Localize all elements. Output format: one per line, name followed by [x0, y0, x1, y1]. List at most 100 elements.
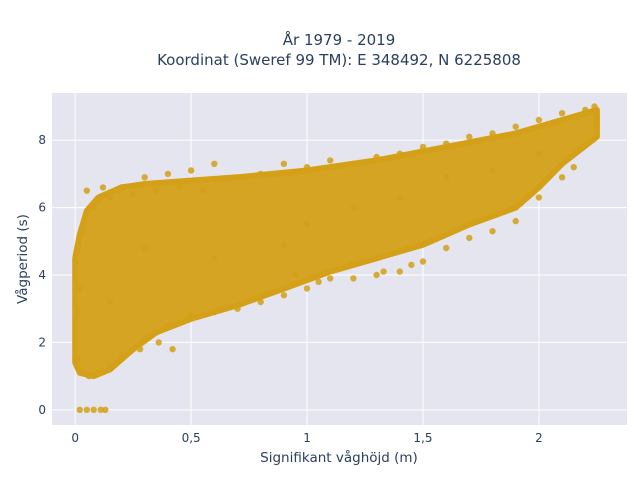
data-point — [95, 197, 102, 205]
y-tick-labels: 0 2 4 6 8 — [38, 133, 46, 417]
y-tick-label: 6 — [38, 201, 46, 215]
data-point — [380, 268, 387, 275]
data-point — [466, 234, 473, 242]
data-point — [118, 184, 125, 191]
chart-title: År 1979 - 2019 — [283, 30, 396, 49]
data-point — [466, 133, 473, 140]
data-point — [535, 116, 543, 124]
y-tick-label: 2 — [38, 335, 46, 349]
data-point — [129, 190, 137, 198]
data-point — [234, 174, 241, 181]
data-point — [350, 204, 357, 211]
data-point — [373, 153, 380, 161]
point-cloud-body — [72, 106, 600, 380]
data-point — [350, 275, 357, 282]
x-tick-label: 1 — [303, 431, 311, 445]
data-point — [74, 356, 81, 363]
data-point — [257, 170, 264, 178]
data-point — [535, 194, 543, 201]
data-point — [419, 143, 427, 151]
data-point — [106, 298, 114, 306]
data-point — [164, 322, 172, 329]
data-point — [155, 339, 162, 346]
data-point — [591, 103, 598, 110]
data-point — [443, 174, 450, 181]
data-point — [176, 184, 183, 191]
data-point — [396, 268, 403, 275]
data-point — [153, 329, 160, 336]
data-point — [106, 194, 114, 201]
y-axis-title: Vågperiod (s) — [14, 214, 31, 304]
x-tick-label: 0 — [71, 431, 79, 445]
data-point — [90, 406, 97, 413]
data-point — [83, 187, 91, 194]
chart-subtitle: Koordinat (Sweref 99 TM): E 348492, N 62… — [157, 51, 521, 69]
data-point — [315, 278, 322, 285]
x-tick-labels: 0 0,5 1 1,5 2 — [71, 431, 542, 445]
data-point — [118, 352, 125, 360]
data-point — [78, 228, 86, 235]
data-point — [280, 292, 288, 299]
data-point — [136, 346, 144, 353]
data-point — [211, 308, 218, 316]
data-point — [489, 130, 496, 137]
data-point — [512, 217, 519, 225]
point-cloud — [72, 106, 600, 380]
data-point — [76, 285, 84, 292]
data-point — [443, 244, 450, 252]
y-tick-label: 0 — [38, 403, 46, 417]
x-tick-label: 2 — [535, 431, 543, 445]
data-point — [327, 275, 334, 282]
data-point — [570, 164, 577, 171]
x-tick-label: 0,5 — [182, 431, 201, 445]
data-point — [280, 241, 288, 248]
data-point — [535, 150, 543, 157]
x-tick-label: 1,5 — [413, 431, 432, 445]
data-point — [85, 372, 93, 380]
data-point — [327, 157, 334, 164]
data-point — [141, 244, 148, 252]
y-tick-label: 4 — [38, 268, 46, 282]
data-point — [211, 160, 218, 167]
data-point — [78, 369, 86, 376]
y-tick-label: 8 — [38, 133, 46, 147]
data-point — [489, 228, 496, 235]
data-point — [76, 406, 84, 413]
data-point — [396, 194, 403, 201]
data-points — [74, 103, 601, 413]
data-point — [169, 346, 176, 353]
data-point — [153, 187, 160, 194]
data-point — [95, 369, 102, 376]
data-point — [292, 271, 299, 279]
data-point — [234, 305, 241, 312]
data-point — [141, 174, 148, 181]
data-point — [74, 308, 81, 316]
data-point — [593, 116, 601, 124]
data-point — [512, 123, 519, 130]
data-point — [187, 312, 195, 319]
data-point — [164, 170, 172, 178]
data-point — [303, 285, 311, 292]
data-point — [187, 167, 195, 174]
data-point — [141, 335, 148, 343]
data-point — [558, 110, 566, 117]
data-point — [489, 167, 496, 174]
data-point — [303, 221, 311, 228]
x-axis-title: Signifikant våghöjd (m) — [260, 449, 418, 466]
data-point — [443, 140, 450, 147]
data-point — [90, 204, 97, 211]
data-point — [99, 184, 107, 191]
data-point — [211, 255, 218, 262]
data-point — [303, 164, 311, 171]
data-point — [582, 106, 589, 114]
data-point — [280, 160, 288, 167]
data-point — [419, 258, 427, 265]
data-point — [396, 150, 403, 157]
data-point — [129, 346, 137, 353]
data-point — [199, 187, 206, 194]
data-point — [106, 362, 114, 370]
data-point — [408, 261, 415, 269]
data-point — [102, 406, 109, 413]
data-point — [350, 160, 357, 167]
